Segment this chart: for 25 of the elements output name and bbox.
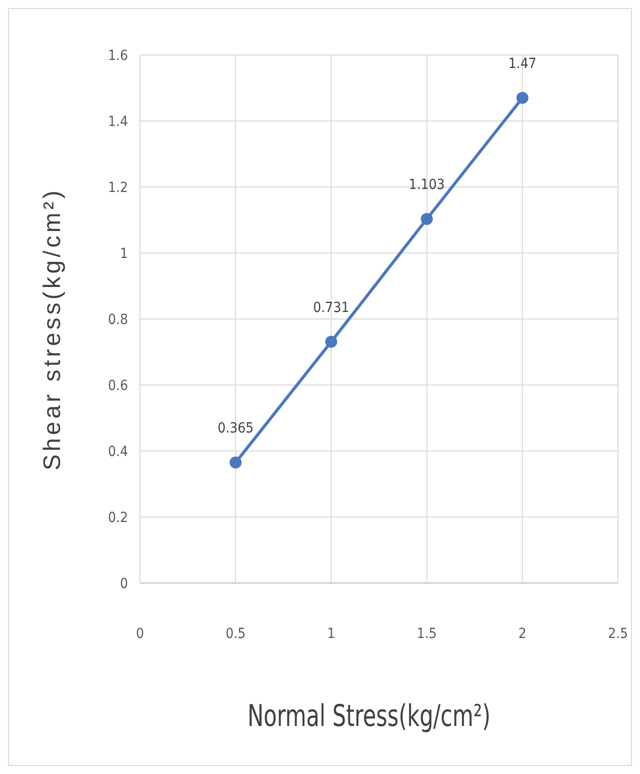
x-tick-label: 1 — [327, 626, 336, 642]
y-tick-label: 1.6 — [108, 48, 128, 64]
data-label: 0.365 — [218, 420, 254, 437]
point — [325, 336, 338, 348]
y-tick-label: 0.6 — [108, 378, 128, 394]
y-tick-label: 1 — [120, 246, 128, 262]
y-tick-label: 0.2 — [108, 510, 128, 526]
y-tick-label: 1.2 — [108, 180, 128, 196]
x-tick-label: 1.5 — [416, 626, 437, 642]
point — [516, 92, 528, 104]
y-tick-label: 0.8 — [108, 312, 128, 328]
point — [230, 456, 242, 469]
y-tick-label: 0 — [120, 576, 128, 592]
data-label: 1.47 — [508, 56, 536, 72]
data-label: 0.731 — [313, 300, 350, 316]
x-tick-label: 2.5 — [608, 626, 628, 642]
y-tick-label: 0.4 — [108, 444, 128, 460]
y-tick-label: 1.4 — [108, 114, 128, 130]
x-tick-label: 0 — [136, 626, 144, 642]
x-tick-label: 0.5 — [226, 626, 246, 642]
point — [420, 213, 433, 226]
x-tick-label: 2 — [518, 626, 526, 642]
data-label: 1.103 — [408, 177, 445, 194]
y-axis-title: Shear stress(kg/cm²) — [39, 188, 66, 470]
x-axis-title: Normal Stress(kg/cm²) — [247, 699, 491, 734]
